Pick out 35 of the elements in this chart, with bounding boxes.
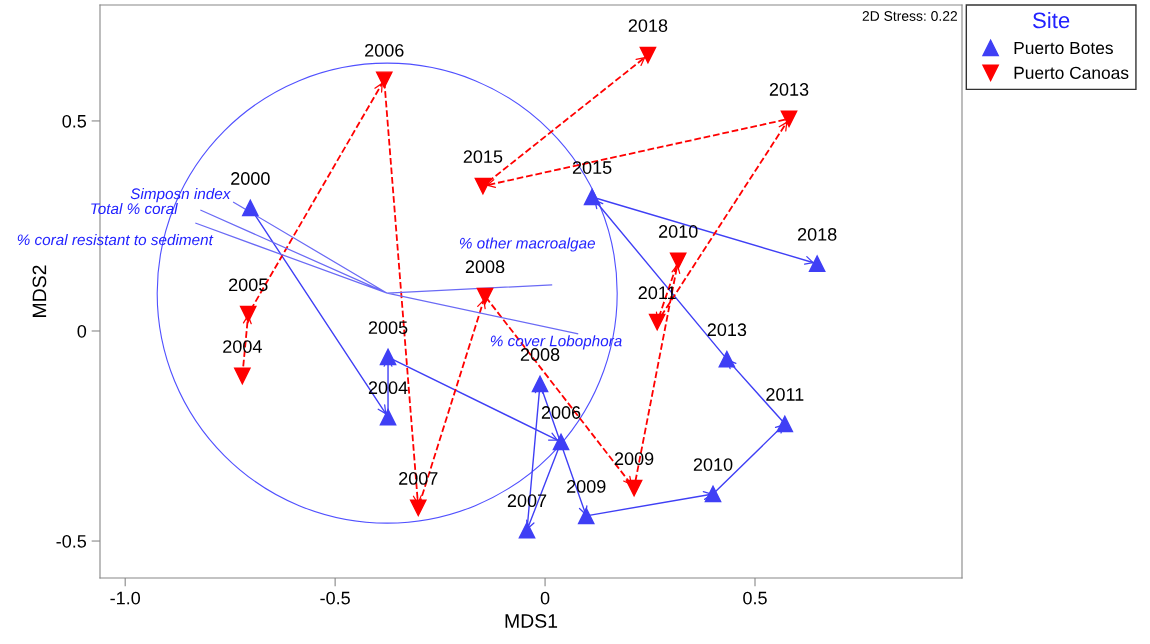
- annotation: 2013: [769, 83, 809, 96]
- annotation: Total % coral: [91, 202, 178, 215]
- x-tick-label: 0.5: [743, 591, 767, 605]
- annotation: 2018: [628, 19, 668, 32]
- x-tick-label: -1.0: [110, 591, 141, 605]
- y-tick-label: 0.5: [62, 114, 87, 128]
- y-tick-label: -0.5: [56, 534, 87, 548]
- annotation: 2004: [223, 340, 262, 353]
- y-tick-label: 0: [77, 324, 87, 338]
- annotation: 2013: [707, 323, 747, 337]
- annotation: 2007: [399, 472, 438, 485]
- annotation: 2015: [463, 150, 503, 164]
- annotation: 2005: [368, 321, 408, 335]
- annotation: 2D Stress: 0.22: [862, 11, 957, 21]
- x-tick-label: -0.5: [320, 591, 350, 605]
- annotation: 2006: [365, 43, 404, 57]
- annotation: 2010: [658, 225, 698, 238]
- legend-label: Puerto Canoas: [1014, 66, 1129, 79]
- x-axis-title: MDS1: [505, 614, 558, 628]
- annotation: 2008: [520, 348, 560, 361]
- annotation: 2018: [797, 227, 837, 241]
- y-axis-title: MDS2: [32, 265, 47, 317]
- annotation: 2010: [693, 458, 733, 471]
- annotation: % coral resistant to sediment: [17, 233, 214, 246]
- annotation: % other macroalgae: [459, 237, 595, 252]
- annotation: 2008: [465, 260, 505, 274]
- annotation: 2000: [231, 172, 270, 185]
- annotation: 2011: [766, 388, 804, 401]
- annotation: 2005: [229, 278, 268, 292]
- annotation: 2015: [572, 161, 612, 174]
- annotation: 2004: [368, 381, 408, 395]
- x-tick-label: 0: [540, 591, 550, 605]
- annotation: Simposn index: [130, 187, 231, 203]
- legend-label: Puerto Botes: [1014, 41, 1113, 55]
- legend-title: Site: [1032, 11, 1070, 29]
